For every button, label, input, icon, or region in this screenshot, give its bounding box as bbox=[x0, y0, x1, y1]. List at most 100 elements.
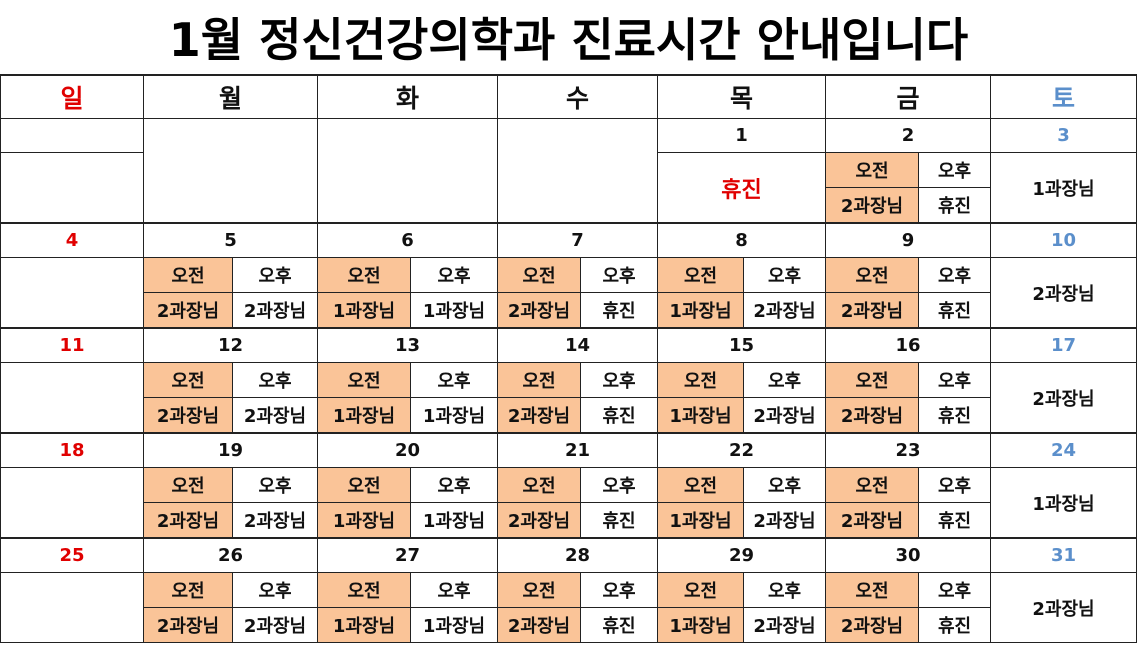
slot-label: 오후 bbox=[580, 257, 658, 293]
slot-label: 오전 bbox=[317, 257, 411, 293]
am-doctor: 1과장님 bbox=[657, 397, 744, 433]
day-note: 1과장님 bbox=[990, 152, 1137, 223]
date: 9 bbox=[825, 223, 991, 258]
date: 16 bbox=[825, 328, 991, 363]
slot-label: 오후 bbox=[743, 572, 826, 608]
slot-label: 오전 bbox=[657, 572, 744, 608]
slot-label: 오전 bbox=[825, 467, 919, 503]
pm-doctor: 1과장님 bbox=[410, 502, 498, 538]
pm-doctor: 2과장님 bbox=[743, 397, 826, 433]
slot-label: 오후 bbox=[918, 362, 991, 398]
am-doctor: 2과장님 bbox=[497, 397, 581, 433]
date: 27 bbox=[317, 538, 498, 573]
pm-doctor: 휴진 bbox=[918, 502, 991, 538]
title: 1월 정신건강의학과 진료시간 안내입니다 bbox=[0, 0, 1137, 75]
slot-label: 오후 bbox=[580, 362, 658, 398]
slot-label: 오후 bbox=[410, 362, 498, 398]
pm-doctor: 2과장님 bbox=[232, 502, 318, 538]
day-note: 2과장님 bbox=[990, 257, 1137, 328]
empty-cell bbox=[0, 118, 144, 153]
slot-label: 오후 bbox=[918, 572, 991, 608]
slot-label: 오후 bbox=[410, 467, 498, 503]
pm-doctor: 휴진 bbox=[918, 607, 991, 643]
empty-cell bbox=[0, 362, 144, 433]
pm-doctor: 휴진 bbox=[580, 502, 658, 538]
weekday-header: 수 bbox=[497, 75, 658, 119]
weekday-header: 목 bbox=[657, 75, 826, 119]
date: 10 bbox=[990, 223, 1137, 258]
slot-label: 오후 bbox=[743, 257, 826, 293]
am-doctor: 1과장님 bbox=[317, 607, 411, 643]
slot-label: 오후 bbox=[232, 572, 318, 608]
slot-label: 오전 bbox=[497, 572, 581, 608]
date: 29 bbox=[657, 538, 826, 573]
slot-label: 오전 bbox=[143, 467, 233, 503]
pm-doctor: 휴진 bbox=[580, 397, 658, 433]
am-doctor: 2과장님 bbox=[497, 502, 581, 538]
slot-label: 오후 bbox=[232, 467, 318, 503]
weekday-header: 금 bbox=[825, 75, 991, 119]
date: 5 bbox=[143, 223, 318, 258]
pm-doctor: 2과장님 bbox=[232, 292, 318, 328]
date: 30 bbox=[825, 538, 991, 573]
slot-label: 오전 bbox=[143, 257, 233, 293]
slot-label: 오전 bbox=[825, 572, 919, 608]
date: 19 bbox=[143, 433, 318, 468]
pm-doctor: 2과장님 bbox=[232, 607, 318, 643]
slot-label: 오후 bbox=[580, 572, 658, 608]
am-doctor: 1과장님 bbox=[657, 607, 744, 643]
day-note: 2과장님 bbox=[990, 362, 1137, 433]
date: 15 bbox=[657, 328, 826, 363]
weekday-header: 토 bbox=[990, 75, 1137, 119]
slot-label: 오전 bbox=[825, 362, 919, 398]
slot-label: 오전 bbox=[317, 572, 411, 608]
date: 18 bbox=[0, 433, 144, 468]
pm-doctor: 1과장님 bbox=[410, 292, 498, 328]
am-doctor: 2과장님 bbox=[497, 607, 581, 643]
slot-label: 오후 bbox=[410, 257, 498, 293]
slot-label: 오후 bbox=[232, 362, 318, 398]
date: 1 bbox=[657, 118, 826, 153]
am-doctor: 2과장님 bbox=[825, 397, 919, 433]
pm-doctor: 2과장님 bbox=[743, 292, 826, 328]
slot-label: 오전 bbox=[143, 362, 233, 398]
date: 4 bbox=[0, 223, 144, 258]
am-doctor: 2과장님 bbox=[143, 502, 233, 538]
am-doctor: 2과장님 bbox=[825, 292, 919, 328]
date: 25 bbox=[0, 538, 144, 573]
am-doctor: 2과장님 bbox=[143, 607, 233, 643]
pm-doctor: 1과장님 bbox=[410, 607, 498, 643]
slot-label: 오전 bbox=[825, 152, 919, 188]
slot-label: 오전 bbox=[657, 257, 744, 293]
empty-cell bbox=[0, 257, 144, 328]
day-note: 2과장님 bbox=[990, 572, 1137, 643]
date: 24 bbox=[990, 433, 1137, 468]
pm-doctor: 휴진 bbox=[918, 292, 991, 328]
date: 21 bbox=[497, 433, 658, 468]
date: 23 bbox=[825, 433, 991, 468]
slot-label: 오전 bbox=[657, 362, 744, 398]
slot-label: 오전 bbox=[825, 257, 919, 293]
slot-label: 오전 bbox=[317, 362, 411, 398]
date: 7 bbox=[497, 223, 658, 258]
slot-label: 오후 bbox=[918, 467, 991, 503]
day-note: 1과장님 bbox=[990, 467, 1137, 538]
pm-doctor: 2과장님 bbox=[232, 397, 318, 433]
date: 22 bbox=[657, 433, 826, 468]
pm-doctor: 휴진 bbox=[918, 397, 991, 433]
empty-cell bbox=[0, 572, 144, 643]
weekday-header: 월 bbox=[143, 75, 318, 119]
date: 31 bbox=[990, 538, 1137, 573]
slot-label: 오전 bbox=[657, 467, 744, 503]
date: 12 bbox=[143, 328, 318, 363]
am-doctor: 1과장님 bbox=[657, 502, 744, 538]
pm-doctor: 휴진 bbox=[918, 187, 991, 223]
slot-label: 오후 bbox=[743, 362, 826, 398]
slot-label: 오전 bbox=[143, 572, 233, 608]
date: 26 bbox=[143, 538, 318, 573]
empty-cell bbox=[497, 118, 658, 223]
date: 11 bbox=[0, 328, 144, 363]
date: 6 bbox=[317, 223, 498, 258]
empty-cell bbox=[317, 118, 498, 223]
